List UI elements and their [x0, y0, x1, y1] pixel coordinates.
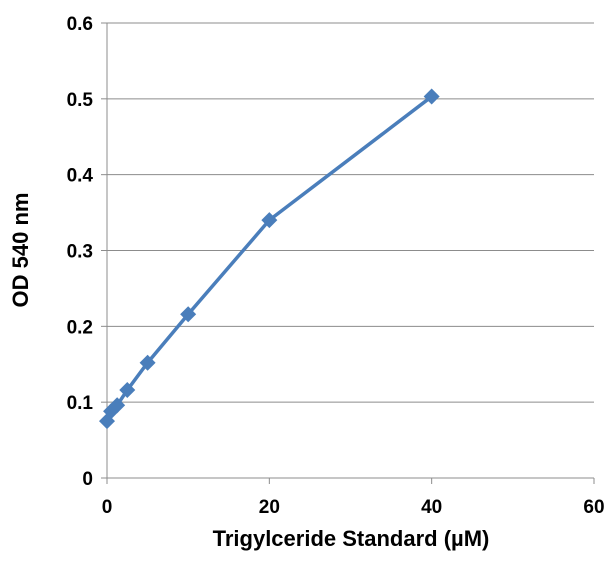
- data-line: [105, 95, 433, 422]
- x-tick-label: 0: [102, 497, 113, 518]
- x-axis-title: Trigylceride Standard (µM): [213, 526, 490, 551]
- y-tick-label: 0.2: [67, 317, 93, 338]
- y-tick-label: 0.4: [67, 166, 94, 187]
- y-tick-label: 0.1: [67, 393, 94, 414]
- data-point: [139, 354, 156, 371]
- x-tick-label: 20: [259, 497, 280, 518]
- data-point: [261, 212, 278, 229]
- y-tick-label: 0.6: [67, 14, 93, 35]
- data-point: [119, 382, 136, 399]
- data-point: [423, 88, 440, 105]
- y-axis-title: OD 540 nm: [8, 193, 33, 308]
- x-tick-label: 60: [583, 497, 604, 518]
- data-point: [180, 306, 197, 323]
- y-tick-label: 0: [82, 469, 93, 490]
- y-tick-label: 0.3: [67, 242, 93, 263]
- data-point: [109, 397, 126, 414]
- y-tick-label: 0.5: [67, 90, 94, 111]
- x-tick-label: 40: [421, 497, 442, 518]
